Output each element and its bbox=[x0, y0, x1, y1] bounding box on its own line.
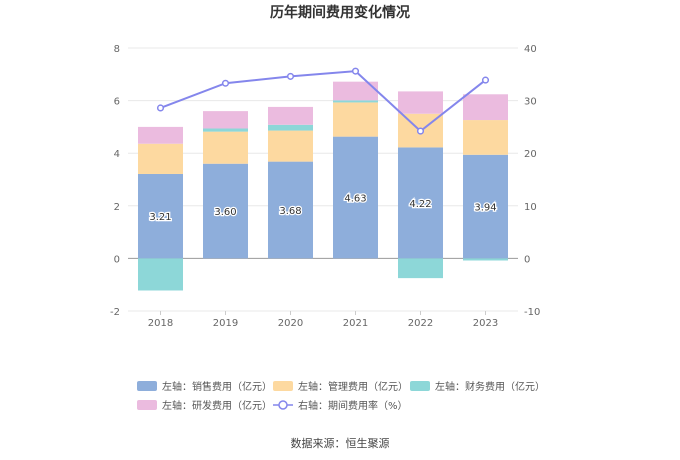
legend-swatch bbox=[410, 381, 430, 391]
bar-segment[interactable] bbox=[203, 111, 248, 129]
chart-title: 历年期间费用变化情况 bbox=[270, 4, 410, 21]
x-tick-label: 2018 bbox=[148, 318, 173, 329]
rate-point[interactable] bbox=[416, 127, 425, 135]
legend-label: 左轴：销售费用（亿元） bbox=[162, 380, 272, 393]
bar-segment[interactable] bbox=[333, 102, 378, 137]
legend-item[interactable]: 左轴：财务费用（亿元） bbox=[410, 380, 545, 393]
left-tick-label: 8 bbox=[114, 44, 120, 55]
bar-value-label: 3.60 bbox=[214, 207, 236, 218]
right-axis: -10 0 10 20 30 40 bbox=[524, 44, 540, 318]
grid-lines bbox=[128, 47, 518, 312]
legend-label: 左轴：研发费用（亿元） bbox=[162, 399, 272, 412]
right-tick-label: 30 bbox=[524, 97, 537, 108]
x-tick-label: 2020 bbox=[278, 318, 303, 329]
right-tick-label: 10 bbox=[524, 202, 537, 213]
legend-swatch bbox=[137, 400, 157, 410]
rate-point[interactable] bbox=[221, 79, 230, 87]
x-tick-label: 2022 bbox=[408, 318, 433, 329]
rate-point[interactable] bbox=[156, 104, 165, 112]
left-tick-label: 2 bbox=[114, 202, 120, 213]
bar-segment[interactable] bbox=[463, 154, 508, 259]
right-tick-label: 0 bbox=[524, 254, 530, 265]
x-tick-label: 2023 bbox=[473, 318, 498, 329]
rate-point[interactable] bbox=[286, 72, 295, 80]
bar-segment[interactable] bbox=[333, 81, 378, 101]
left-tick-label: 4 bbox=[114, 149, 120, 160]
rate-point[interactable] bbox=[351, 67, 360, 75]
bar-value-label: 3.94 bbox=[474, 203, 496, 214]
bar-value-label: 4.63 bbox=[344, 194, 366, 205]
bar-value-label: 3.68 bbox=[279, 206, 301, 217]
legend-swatch bbox=[137, 381, 157, 391]
left-tick-label: -2 bbox=[110, 307, 120, 318]
rate-polyline bbox=[160, 70, 487, 133]
right-tick-label: 20 bbox=[524, 149, 537, 160]
legend-item[interactable]: 左轴：管理费用（亿元） bbox=[273, 380, 408, 393]
bar-segment[interactable] bbox=[203, 131, 248, 164]
legend-marker bbox=[278, 400, 288, 410]
data-labels: 3.21 3.60 3.68 4.63 4.22 3.94 bbox=[148, 192, 498, 224]
bar-segment[interactable] bbox=[268, 106, 313, 125]
bar-segment[interactable] bbox=[138, 126, 183, 144]
bar-segment[interactable] bbox=[398, 91, 443, 114]
left-tick-label: 6 bbox=[114, 97, 120, 108]
bar-segment[interactable] bbox=[138, 258, 183, 291]
legend-label: 左轴：财务费用（亿元） bbox=[435, 380, 545, 393]
x-tick-label: 2019 bbox=[213, 318, 238, 329]
rate-point[interactable] bbox=[481, 76, 490, 84]
bar-segment[interactable] bbox=[333, 100, 378, 103]
rate-line bbox=[156, 67, 490, 135]
bar-segment[interactable] bbox=[268, 130, 313, 162]
bar-segment[interactable] bbox=[138, 143, 183, 174]
legend-label: 左轴：管理费用（亿元） bbox=[298, 380, 408, 393]
legend[interactable]: 左轴：销售费用（亿元） 左轴：管理费用（亿元） 左轴：财务费用（亿元） 左轴：研发费用… bbox=[137, 380, 545, 412]
bar-segment[interactable] bbox=[398, 147, 443, 259]
bar-segment[interactable] bbox=[333, 136, 378, 259]
bar-series bbox=[138, 81, 508, 291]
bar-segment[interactable] bbox=[203, 163, 248, 259]
bar-segment[interactable] bbox=[463, 94, 508, 121]
legend-item[interactable]: 左轴：研发费用（亿元） bbox=[137, 399, 272, 412]
legend-item[interactable]: 左轴：销售费用（亿元） bbox=[137, 380, 272, 393]
left-tick-label: 0 bbox=[114, 254, 120, 265]
legend-swatch bbox=[273, 381, 293, 391]
data-source: 数据来源：恒生聚源 bbox=[291, 436, 390, 450]
bar-segment[interactable] bbox=[268, 124, 313, 131]
bar-value-label: 4.22 bbox=[409, 199, 431, 210]
bar-segment[interactable] bbox=[463, 120, 508, 155]
bar-segment[interactable] bbox=[138, 173, 183, 259]
x-tick-label: 2021 bbox=[343, 318, 368, 329]
bar-segment[interactable] bbox=[268, 161, 313, 259]
left-axis: -2 0 2 4 6 8 bbox=[110, 44, 120, 318]
x-axis: 2018 2019 2020 2021 2022 2023 bbox=[148, 311, 498, 329]
legend-item[interactable]: 右轴：期间费用率（%） bbox=[273, 399, 408, 412]
bar-segment[interactable] bbox=[398, 258, 443, 279]
bar-segment[interactable] bbox=[203, 128, 248, 132]
bar-value-label: 3.21 bbox=[149, 212, 171, 223]
right-tick-label: -10 bbox=[524, 307, 540, 318]
right-tick-label: 40 bbox=[524, 44, 537, 55]
legend-label: 右轴：期间费用率（%） bbox=[298, 399, 408, 412]
bar-segment[interactable] bbox=[463, 258, 508, 261]
